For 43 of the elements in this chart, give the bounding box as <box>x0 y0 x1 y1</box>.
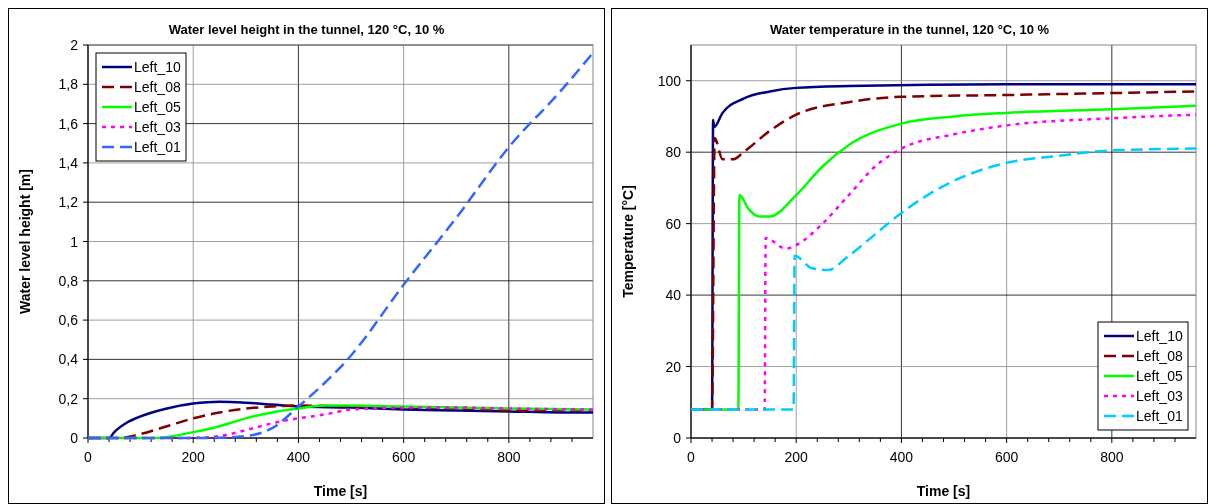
legend-label: Left_10 <box>1136 328 1183 344</box>
y-tick-label: 0,4 <box>58 351 79 368</box>
x-axis-title: Time [s] <box>916 483 971 499</box>
chart-title: Water level height in the tunnel, 120 °C, 10 % <box>168 22 445 37</box>
y-tick-label: 0 <box>70 430 79 446</box>
y-tick-label: 1,6 <box>58 115 79 132</box>
x-tick-label: 800 <box>1100 449 1124 465</box>
x-axis-title: Time [s] <box>313 483 368 499</box>
x-tick-label: 0 <box>84 449 93 465</box>
x-tick-label: 400 <box>889 449 914 465</box>
y-tick-label: 0,6 <box>58 312 79 329</box>
y-tick-label: 2 <box>70 37 79 53</box>
x-tick-label: 200 <box>181 449 206 465</box>
x-tick-label: 0 <box>687 449 696 465</box>
y-tick-label: 20 <box>665 358 682 375</box>
y-tick-label: 0 <box>673 430 682 446</box>
legend-label: Left_08 <box>1136 348 1183 364</box>
x-tick-label: 800 <box>497 449 521 465</box>
y-axis-title: Temperature [°C] <box>620 185 636 298</box>
x-tick-label: 600 <box>391 449 416 465</box>
y-tick-label: 0,2 <box>58 390 79 407</box>
y-tick-label: 40 <box>665 287 682 304</box>
legend-label: Left_01 <box>1136 408 1183 424</box>
legend-label: Left_01 <box>134 139 181 155</box>
legend-label: Left_08 <box>134 79 181 95</box>
y-tick-label: 100 <box>657 72 682 89</box>
y-tick-label: 1 <box>70 233 79 250</box>
chart-title: Water temperature in the tunnel, 120 °C, 10 % <box>769 22 1050 37</box>
legend-label: Left_03 <box>1136 388 1183 404</box>
y-axis-title: Water level height [m] <box>17 169 33 314</box>
x-tick-label: 200 <box>784 449 809 465</box>
x-tick-label: 400 <box>286 449 311 465</box>
legend-label: Left_05 <box>134 99 181 115</box>
legend-label: Left_05 <box>1136 368 1183 384</box>
y-tick-label: 1,4 <box>58 154 79 171</box>
x-tick-label: 600 <box>994 449 1019 465</box>
y-tick-label: 60 <box>665 215 682 232</box>
y-tick-label: 80 <box>665 144 682 161</box>
y-tick-label: 0,8 <box>58 272 79 289</box>
legend-label: Left_10 <box>134 59 181 75</box>
y-tick-label: 1,8 <box>58 76 79 93</box>
y-tick-label: 1,2 <box>58 194 79 211</box>
legend-label: Left_03 <box>134 119 181 135</box>
